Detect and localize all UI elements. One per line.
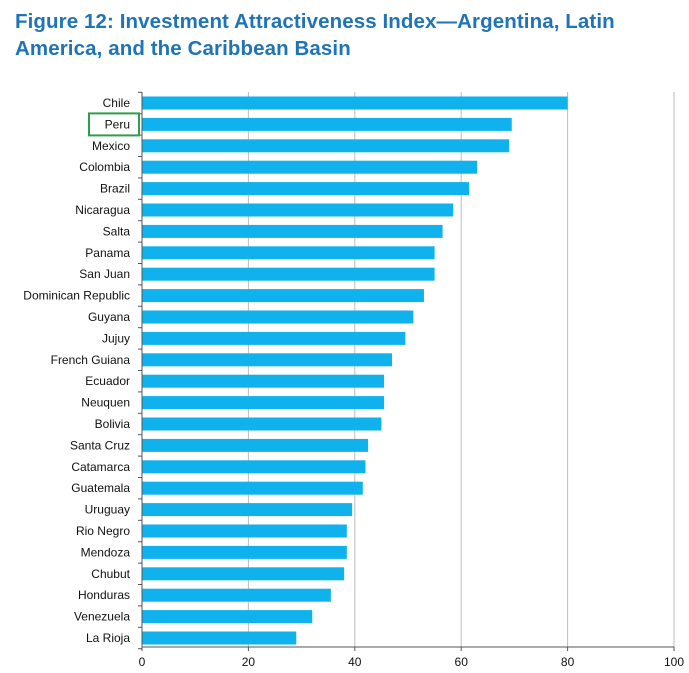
category-label: Brazil	[100, 182, 130, 196]
bars	[142, 96, 568, 645]
bar	[142, 417, 382, 431]
bar	[142, 310, 414, 324]
bar	[142, 182, 470, 196]
category-label: Nicaragua	[75, 203, 130, 217]
axes	[138, 91, 675, 651]
category-label: Mendoza	[81, 545, 131, 559]
category-label: Mexico	[92, 139, 130, 153]
figure-title: Figure 12: Investment Attractiveness Ind…	[15, 10, 615, 60]
bar	[142, 224, 443, 238]
category-label: Bolivia	[95, 417, 131, 431]
category-label: San Juan	[79, 267, 130, 281]
x-tick-label: 80	[561, 655, 575, 669]
category-label: Venezuela	[74, 610, 130, 624]
bar	[142, 203, 454, 217]
category-label: Salta	[103, 224, 131, 238]
bar	[142, 331, 406, 345]
category-label: Neuquen	[81, 396, 130, 410]
x-tick-label: 40	[348, 655, 362, 669]
bar	[142, 503, 353, 517]
x-tick-label: 0	[139, 655, 146, 669]
bar	[142, 610, 313, 624]
gridlines	[247, 92, 675, 647]
category-label: Chile	[103, 96, 131, 110]
category-label: Peru	[105, 117, 130, 131]
category-label: Uruguay	[85, 503, 130, 517]
bar	[142, 524, 347, 538]
bar	[142, 353, 393, 367]
bar	[142, 117, 512, 131]
bar	[142, 160, 478, 174]
bar	[142, 460, 366, 474]
bar	[142, 267, 435, 281]
category-label: French Guiana	[51, 353, 131, 367]
category-label: Guyana	[88, 310, 130, 324]
bar	[142, 631, 297, 645]
category-label: Honduras	[78, 588, 130, 602]
category-label: La Rioja	[86, 631, 130, 645]
bar	[142, 438, 369, 452]
bar	[142, 545, 347, 559]
x-tick-labels: 0 20 40 60 80 100	[139, 655, 685, 669]
bar	[142, 567, 345, 581]
category-label: Panama	[85, 246, 130, 260]
bar	[142, 96, 568, 110]
category-label: Ecuador	[85, 374, 130, 388]
x-tick-label: 60	[455, 655, 469, 669]
category-label: Catamarca	[71, 460, 130, 474]
category-label: Rio Negro	[76, 524, 130, 538]
bar	[142, 588, 331, 602]
bar	[142, 481, 363, 495]
bar	[142, 289, 424, 303]
highlight-box	[88, 112, 140, 137]
category-label: Dominican Republic	[23, 289, 130, 303]
x-tick-label: 20	[242, 655, 256, 669]
bar	[142, 396, 385, 410]
category-labels: Chile Peru Mexico Colombia Brazil Nicaragua Sa…	[23, 96, 140, 645]
category-label: Colombia	[79, 160, 130, 174]
bar	[142, 374, 385, 388]
category-label: Guatemala	[71, 481, 130, 495]
category-label: Chubut	[91, 567, 130, 581]
category-label: Santa Cruz	[70, 438, 130, 452]
bar	[142, 246, 435, 260]
x-tick-label: 100	[664, 655, 684, 669]
bar	[142, 139, 510, 153]
category-label: Jujuy	[102, 331, 130, 345]
